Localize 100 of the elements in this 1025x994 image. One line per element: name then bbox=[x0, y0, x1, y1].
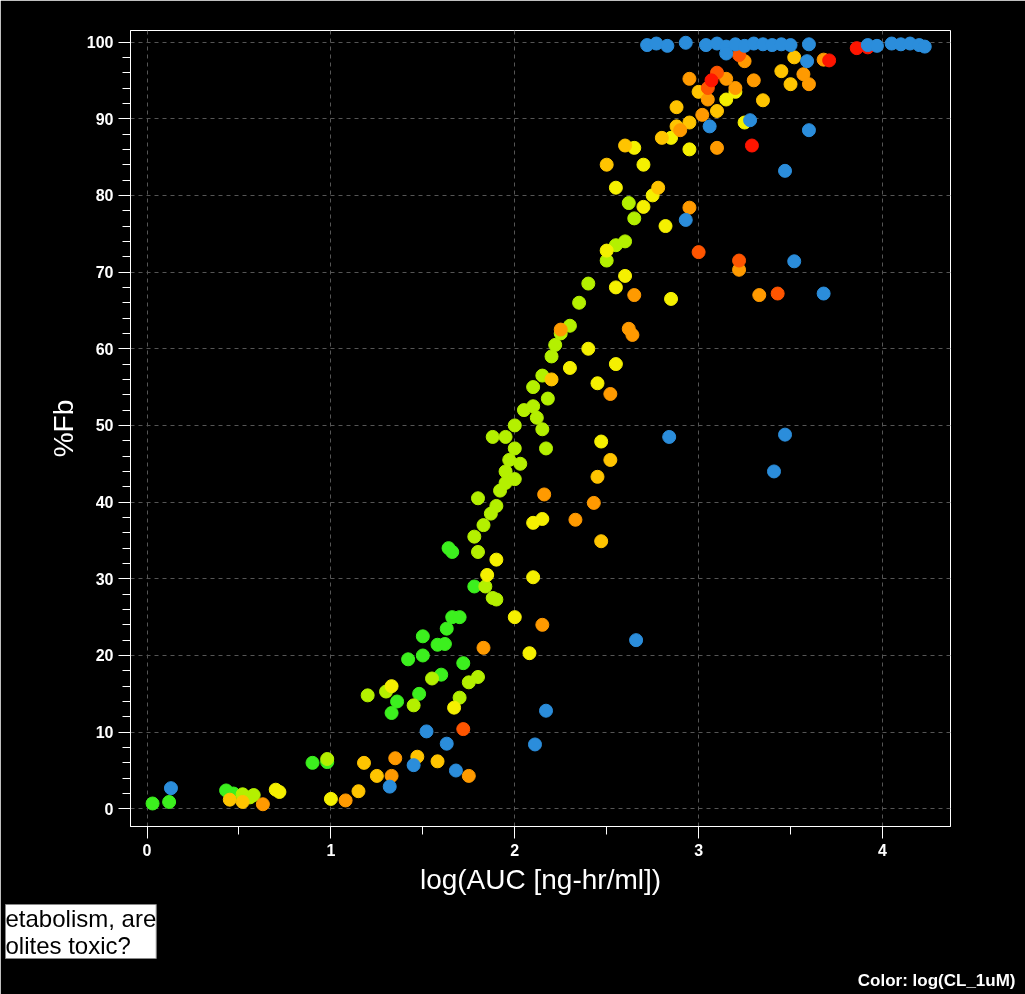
y-tick-label: 80 bbox=[95, 187, 114, 205]
point bbox=[627, 211, 642, 226]
point bbox=[800, 54, 815, 69]
point bbox=[388, 751, 403, 766]
y-tick-label: 50 bbox=[95, 417, 114, 435]
point bbox=[682, 200, 697, 215]
point bbox=[682, 71, 697, 86]
x-axis-title: log(AUC [ng-hr/ml]) bbox=[419, 863, 662, 895]
point bbox=[783, 38, 798, 53]
point bbox=[401, 652, 416, 667]
point bbox=[382, 779, 397, 794]
point bbox=[787, 50, 802, 65]
point bbox=[581, 341, 596, 356]
point bbox=[419, 724, 434, 739]
point bbox=[752, 288, 767, 303]
point bbox=[489, 552, 504, 567]
point bbox=[430, 754, 445, 769]
point bbox=[700, 92, 715, 107]
point bbox=[599, 243, 614, 258]
point bbox=[489, 498, 504, 513]
point bbox=[384, 768, 399, 783]
point bbox=[406, 758, 421, 773]
point bbox=[406, 698, 421, 713]
text: Color: log(CL_1uM) bbox=[857, 970, 1016, 990]
point bbox=[774, 64, 789, 79]
point bbox=[621, 196, 636, 211]
y-tick-label: 30 bbox=[95, 570, 114, 588]
y-tick-label: 100 bbox=[86, 34, 114, 51]
point bbox=[728, 81, 743, 95]
point bbox=[603, 387, 618, 401]
point bbox=[744, 138, 759, 153]
point bbox=[664, 291, 679, 306]
point bbox=[384, 706, 399, 720]
y-tick-label: 0 bbox=[104, 800, 114, 818]
point bbox=[452, 690, 467, 705]
y-tick-label: 90 bbox=[95, 110, 114, 128]
point bbox=[470, 669, 485, 684]
point bbox=[272, 785, 287, 799]
point bbox=[669, 100, 684, 115]
point bbox=[783, 77, 798, 92]
point bbox=[485, 429, 500, 444]
point bbox=[537, 487, 552, 502]
x-tick-label: 2 bbox=[510, 841, 520, 859]
point bbox=[539, 703, 554, 718]
point bbox=[743, 113, 758, 128]
point bbox=[816, 286, 831, 301]
point bbox=[608, 357, 623, 372]
point bbox=[682, 142, 697, 157]
point bbox=[662, 429, 677, 444]
point bbox=[627, 288, 642, 303]
text: etabolism, are olites toxic? bbox=[5, 904, 157, 959]
point bbox=[719, 71, 734, 86]
point bbox=[767, 464, 781, 479]
point bbox=[801, 37, 816, 52]
point bbox=[586, 495, 601, 510]
point bbox=[636, 199, 651, 214]
point bbox=[480, 567, 495, 582]
point bbox=[507, 472, 522, 487]
point bbox=[222, 792, 237, 807]
point bbox=[801, 77, 816, 92]
point bbox=[360, 688, 375, 703]
point bbox=[590, 469, 605, 484]
point bbox=[651, 180, 666, 195]
point bbox=[369, 768, 384, 783]
point bbox=[535, 617, 550, 632]
point bbox=[255, 797, 270, 812]
y-axis-title: %Fb bbox=[47, 399, 79, 458]
point bbox=[778, 427, 793, 442]
point bbox=[658, 219, 673, 234]
point bbox=[526, 570, 541, 585]
point bbox=[338, 793, 353, 808]
x-tick-label: 1 bbox=[326, 841, 336, 859]
point bbox=[456, 656, 471, 671]
point bbox=[796, 67, 811, 82]
point bbox=[682, 115, 697, 130]
point bbox=[599, 157, 614, 172]
point bbox=[691, 245, 706, 260]
point bbox=[445, 544, 460, 559]
point bbox=[732, 253, 747, 268]
y-tick-label: 20 bbox=[95, 647, 114, 665]
point bbox=[636, 157, 651, 172]
point bbox=[618, 268, 633, 283]
point bbox=[801, 123, 816, 138]
point bbox=[513, 456, 528, 471]
point bbox=[476, 640, 491, 655]
point bbox=[456, 722, 471, 737]
point bbox=[629, 633, 644, 648]
point bbox=[770, 286, 785, 301]
point bbox=[476, 518, 491, 533]
point bbox=[660, 38, 675, 53]
point bbox=[544, 349, 559, 364]
point bbox=[746, 73, 761, 88]
point bbox=[618, 234, 633, 249]
point bbox=[507, 441, 522, 456]
point bbox=[507, 610, 522, 625]
point bbox=[522, 646, 537, 661]
point bbox=[163, 781, 178, 796]
point bbox=[448, 763, 463, 778]
point bbox=[540, 391, 555, 406]
point bbox=[415, 629, 430, 644]
